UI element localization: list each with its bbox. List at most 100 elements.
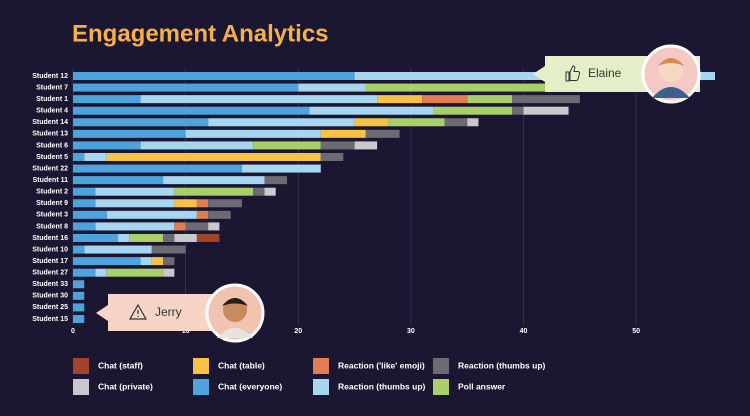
legend-label: Reaction (thumbs up) — [338, 381, 426, 391]
bar-segment — [84, 152, 107, 161]
bar-segment — [163, 233, 175, 242]
warning-icon — [128, 303, 148, 320]
y-tick-label: Student 4 — [36, 108, 68, 115]
bar-segment — [253, 141, 321, 150]
y-tick-label: Student 17 — [32, 258, 68, 265]
bar-segment — [208, 199, 242, 208]
bar-segment — [151, 245, 186, 254]
bar-segment — [73, 268, 96, 277]
x-tick-label: 10 — [182, 328, 190, 335]
bar-segment — [73, 176, 164, 185]
callout-elaine: Elaine — [533, 44, 701, 104]
legend-swatch — [313, 379, 329, 395]
bar-segment — [95, 187, 175, 196]
bar-segment — [73, 280, 85, 289]
legend-swatch — [433, 358, 449, 374]
bar-segment — [73, 222, 96, 231]
bar-segment — [95, 199, 175, 208]
bar-segment — [309, 106, 434, 115]
y-tick-label: Student 2 — [36, 189, 68, 196]
x-tick-label: 20 — [294, 328, 302, 335]
thumb-icon — [565, 65, 581, 82]
bar-segment — [140, 257, 152, 266]
avatar-shirt — [652, 87, 690, 98]
bar-segment — [196, 233, 220, 242]
bar-segment — [208, 118, 355, 127]
bar-segment — [185, 222, 209, 231]
bar-segment — [354, 118, 389, 127]
bar-segment — [73, 106, 310, 115]
bar-segment — [95, 222, 175, 231]
y-tick-label: Student 30 — [32, 293, 68, 300]
bar-segment — [320, 152, 344, 161]
bar-segment — [163, 268, 175, 277]
y-tick-label: Student 11 — [33, 177, 69, 184]
legend-label: Reaction ('like' emoji) — [338, 360, 425, 370]
bar-segment — [174, 199, 197, 208]
bar-segment — [253, 187, 265, 196]
bar-segment — [354, 141, 378, 150]
bar-segment — [365, 129, 400, 138]
x-tick-label: 0 — [71, 328, 75, 335]
y-tick-label: Student 27 — [32, 270, 68, 277]
y-tick-label: Student 14 — [32, 119, 68, 126]
bar-segment — [320, 129, 366, 138]
y-tick-label: Student 15 — [32, 316, 68, 323]
bar-segment — [241, 164, 321, 173]
bar-segment — [196, 210, 209, 219]
y-tick-label: Student 16 — [32, 235, 68, 242]
bar-segment — [163, 176, 265, 185]
y-tick-label: Student 9 — [36, 200, 68, 207]
legend-swatch — [193, 379, 209, 395]
bar-segment — [151, 257, 164, 266]
bar-segment — [444, 118, 468, 127]
x-tick-label: 50 — [632, 328, 640, 335]
legend-label: Chat (private) — [98, 381, 153, 391]
y-tick-label: Student 7 — [36, 84, 68, 91]
bar-segment — [433, 106, 513, 115]
legend-label: Chat (everyone) — [218, 381, 282, 391]
legend-label: Chat (staff) — [98, 360, 143, 370]
bar-segment — [174, 233, 197, 242]
avatar-hair — [222, 298, 248, 306]
callout-label: Elaine — [588, 66, 622, 80]
y-tick-label: Student 5 — [36, 154, 68, 161]
bar-segment — [73, 129, 186, 138]
bar-segment — [95, 268, 107, 277]
bar-segment — [196, 199, 209, 208]
bar-segment — [365, 83, 547, 92]
bar-segment — [140, 95, 378, 104]
bar-segment — [377, 95, 423, 104]
bar-segment — [118, 233, 130, 242]
legend-label: Poll answer — [458, 381, 506, 391]
bar-segment — [512, 95, 580, 104]
bar-segment — [73, 210, 107, 219]
bar-segment — [73, 72, 355, 80]
plot: 0 10 20 30 40 50 Student 12 Student 7 Student 1 S… — [32, 68, 715, 335]
legend-swatch — [73, 358, 89, 374]
bar-segment — [84, 245, 152, 254]
bar-segment — [73, 199, 96, 208]
bar-segment — [73, 187, 96, 196]
bar-segment — [73, 118, 209, 127]
bar-segment — [73, 245, 85, 254]
avatar-face — [659, 58, 683, 82]
bar-segment — [467, 95, 513, 104]
legend: Chat (everyone) Reaction (thumbs up) Chat … — [73, 358, 546, 395]
bar-segment — [174, 222, 186, 231]
y-tick-label: Student 8 — [36, 223, 68, 230]
bar-segment — [163, 257, 175, 266]
bar-segment — [73, 233, 119, 242]
bar-segment — [208, 222, 220, 231]
bar-segment — [422, 95, 468, 104]
legend-label: Chat (table) — [218, 360, 265, 370]
y-tick-label: Student 13 — [32, 131, 68, 138]
bar-segment — [73, 291, 85, 300]
bar-segment — [73, 314, 85, 323]
bar-segment — [388, 118, 445, 127]
bar-segment — [73, 257, 141, 266]
y-tick-label: Student 1 — [36, 96, 68, 103]
bar-segment — [73, 152, 85, 161]
y-tick-label: Student 10 — [32, 246, 68, 253]
